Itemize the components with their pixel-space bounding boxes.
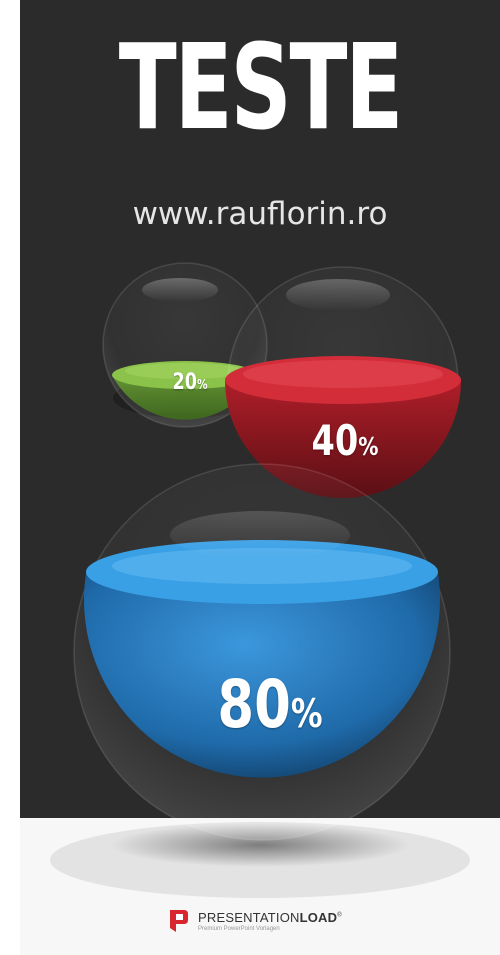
percentage-label-blue: 80%	[217, 666, 323, 743]
sphere-shadow	[110, 823, 410, 867]
percentage-label-green: 20%	[172, 370, 208, 395]
website-url: www.rauflorin.ro	[132, 196, 388, 232]
percentage-label-red: 40%	[311, 416, 379, 465]
sphere-red	[225, 266, 461, 498]
brand-name: PRESENTATIONLOAD®	[198, 910, 342, 925]
presentationload-logo-icon	[170, 910, 188, 932]
presentationload-logo: PRESENTATIONLOAD® Premium PowerPoint Vor…	[168, 905, 342, 937]
spheres-graphic	[50, 262, 470, 898]
brand-text: PRESENTATIONLOAD® Premium PowerPoint Vor…	[198, 910, 342, 932]
brand-tagline: Premium PowerPoint Vorlagen	[198, 926, 280, 932]
title: TESTE	[118, 18, 404, 156]
infographic-poster: TESTE www.rauflorin.ro	[20, 0, 500, 955]
sphere-blue	[73, 463, 451, 841]
